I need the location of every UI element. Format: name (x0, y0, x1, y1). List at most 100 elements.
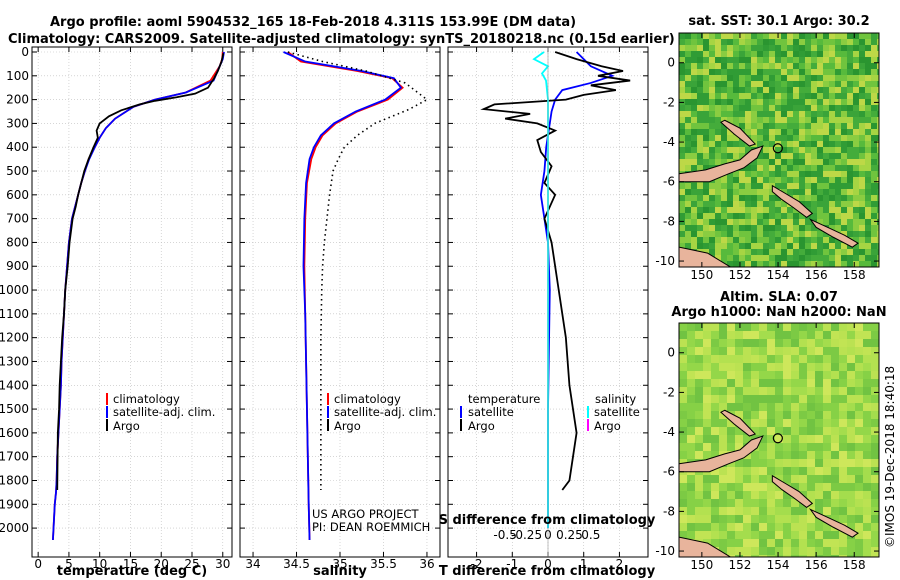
map-pixel (783, 467, 791, 475)
map-pixel (715, 105, 721, 111)
map-pixel (871, 355, 879, 363)
map-pixel (727, 467, 735, 475)
map-pixel (759, 467, 767, 475)
map-pixel (823, 419, 831, 427)
y-tick-label: 1800 (0, 473, 29, 487)
map-pixel (715, 135, 721, 141)
map-pixel (859, 51, 865, 57)
map-pixel (775, 363, 783, 371)
map-pixel (871, 147, 877, 153)
map-pixel (759, 395, 767, 403)
map-pixel (757, 171, 763, 177)
map-pixel (767, 467, 775, 475)
map-pixel (829, 87, 835, 93)
map-pixel (783, 355, 791, 363)
map-pixel (791, 339, 799, 347)
map-pixel (877, 63, 879, 69)
x-tick-label: 158 (843, 268, 866, 282)
map-pixel (807, 331, 815, 339)
map-pixel (853, 45, 859, 51)
map-pixel (711, 475, 719, 483)
map-pixel (839, 331, 847, 339)
map-pixel (877, 51, 879, 57)
map-pixel (719, 395, 727, 403)
map-pixel (759, 427, 767, 435)
map-pixel (823, 93, 829, 99)
map-pixel (763, 123, 769, 129)
map-pixel (775, 117, 781, 123)
map-pixel (721, 93, 727, 99)
difference-panel: -2 -1 0 1 2-0.5-0.25 0 0.250.5 (447, 46, 649, 571)
map-pixel (763, 213, 769, 219)
legend-label-satellite: satellite-adj. clim. (334, 405, 436, 419)
map-pixel (877, 177, 879, 183)
map-pixel (679, 111, 685, 117)
map-pixel (687, 347, 695, 355)
map-pixel (775, 323, 783, 331)
map-pixel (703, 231, 709, 237)
map-pixel (703, 51, 709, 57)
map-pixel (793, 171, 799, 177)
map-pixel (871, 379, 879, 387)
map-pixel (767, 451, 775, 459)
map-pixel (743, 419, 751, 427)
y-tick-label: 900 (6, 259, 29, 273)
map-pixel (805, 183, 811, 189)
map-pixel (759, 411, 767, 419)
map-pixel (769, 225, 775, 231)
map-pixel (709, 141, 715, 147)
map-pixel (721, 153, 727, 159)
map-pixel (799, 379, 807, 387)
map-pixel (793, 219, 799, 225)
x2-tick-label: 0.25 (556, 528, 583, 542)
map-pixel (815, 411, 823, 419)
map-pixel (781, 249, 787, 255)
map-pixel (787, 123, 793, 129)
map-pixel (835, 69, 841, 75)
map-pixel (775, 111, 781, 117)
map-pixel (841, 45, 847, 51)
map-pixel (769, 207, 775, 213)
map-pixel (703, 147, 709, 153)
map-pixel (733, 111, 739, 117)
map-pixel (793, 177, 799, 183)
map-pixel (751, 531, 759, 539)
map-pixel (727, 45, 733, 51)
map-pixel (695, 515, 703, 523)
map-pixel (695, 387, 703, 395)
map-pixel (703, 411, 711, 419)
map-pixel (847, 87, 853, 93)
map-pixel (877, 129, 879, 135)
map-pixel (847, 255, 853, 261)
map-pixel (865, 105, 871, 111)
map-pixel (709, 231, 715, 237)
map-pixel (847, 363, 855, 371)
map-pixel (733, 57, 739, 63)
map-pixel (805, 51, 811, 57)
map-pixel (855, 499, 863, 507)
map-pixel (709, 93, 715, 99)
map-pixel (823, 213, 829, 219)
map-pixel (767, 355, 775, 363)
map-pixel (799, 249, 805, 255)
map-pixel (805, 225, 811, 231)
map-pixel (841, 159, 847, 165)
map-pixel (763, 93, 769, 99)
map-pixel (783, 371, 791, 379)
map-pixel (829, 45, 835, 51)
map-pixel (711, 331, 719, 339)
map-pixel (685, 75, 691, 81)
map-pixel (859, 57, 865, 63)
x-tick-label: 154 (767, 268, 790, 282)
y-tick-label: 500 (6, 164, 29, 178)
map-pixel (695, 411, 703, 419)
map-pixel (877, 171, 879, 177)
map-pixel (799, 507, 807, 515)
map-pixel (679, 159, 685, 165)
map-pixel (823, 547, 831, 555)
map-pixel (719, 387, 727, 395)
map-pixel (871, 33, 877, 39)
map-pixel (815, 435, 823, 443)
map-pixel (711, 323, 719, 331)
